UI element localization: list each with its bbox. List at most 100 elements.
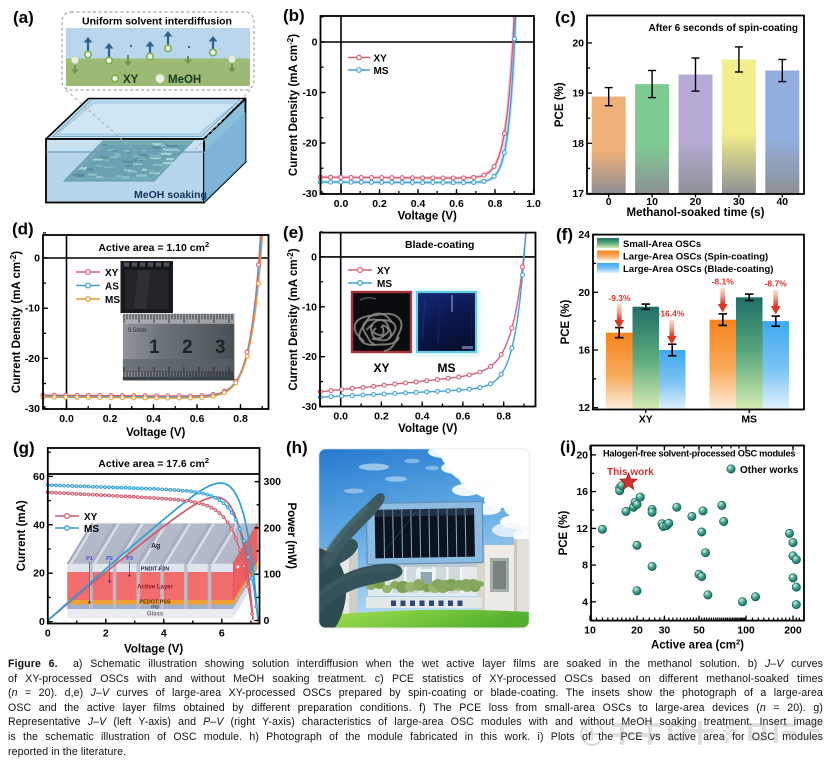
svg-text:Uniform solvent interdiffusion: Uniform solvent interdiffusion — [82, 16, 232, 28]
svg-text:(f): (f) — [556, 225, 573, 244]
svg-text:4: 4 — [582, 596, 588, 608]
svg-text:10: 10 — [646, 196, 658, 208]
svg-text:-20: -20 — [25, 353, 40, 365]
svg-text:Current (mA): Current (mA) — [16, 500, 28, 571]
svg-text:1: 1 — [149, 337, 160, 358]
svg-text:Voltage (V): Voltage (V) — [124, 644, 183, 656]
svg-text:-30: -30 — [302, 188, 317, 200]
svg-text:50: 50 — [693, 625, 705, 637]
svg-text:After 6 seconds of spin-coatin: After 6 seconds of spin-coating — [649, 23, 798, 34]
svg-text:Active area = 17.6 cm2: Active area = 17.6 cm2 — [98, 456, 209, 471]
svg-text:0.0: 0.0 — [334, 198, 349, 210]
svg-text:(g): (g) — [13, 439, 35, 458]
svg-text:MS: MS — [377, 279, 392, 290]
svg-text:20: 20 — [33, 568, 45, 580]
svg-text:XY: XY — [84, 512, 98, 523]
svg-text:Large-Area OSCs (Spin-coating): Large-Area OSCs (Spin-coating) — [623, 252, 768, 263]
svg-text:3: 3 — [215, 337, 226, 358]
svg-text:0.2: 0.2 — [374, 411, 389, 423]
svg-text:0.6: 0.6 — [456, 411, 471, 423]
svg-text:0: 0 — [264, 615, 270, 627]
svg-text:Ag: Ag — [151, 543, 160, 550]
svg-text:40: 40 — [33, 519, 45, 531]
svg-text:0.8: 0.8 — [233, 413, 248, 425]
svg-text:PCE (%): PCE (%) — [558, 511, 570, 556]
svg-text:PCE (%): PCE (%) — [560, 300, 572, 345]
svg-text:24: 24 — [578, 229, 590, 241]
svg-text:-30: -30 — [25, 403, 40, 415]
svg-text:MS: MS — [374, 66, 389, 77]
svg-text:XY: XY — [639, 414, 653, 426]
svg-text:XY: XY — [123, 74, 139, 86]
svg-text:P2: P2 — [106, 556, 113, 562]
svg-text:0.8: 0.8 — [488, 198, 503, 210]
svg-text:30: 30 — [733, 196, 745, 208]
svg-text:0.6: 0.6 — [190, 413, 205, 425]
svg-text:100: 100 — [264, 569, 282, 581]
svg-text:0: 0 — [606, 196, 612, 208]
svg-text:Power (mW): Power (mW) — [285, 503, 297, 570]
svg-text:MS: MS — [84, 524, 99, 535]
svg-text:2: 2 — [182, 337, 193, 358]
svg-text:-10: -10 — [25, 303, 40, 315]
svg-text:(c): (c) — [555, 8, 576, 27]
svg-text:-8.1%: -8.1% — [712, 277, 735, 287]
svg-text:P3: P3 — [126, 556, 133, 562]
svg-text:12: 12 — [578, 402, 590, 414]
svg-text:Current Density (mA cm-2): Current Density (mA cm-2) — [286, 248, 301, 390]
svg-text:0: 0 — [34, 253, 40, 265]
svg-text:(e): (e) — [283, 223, 304, 242]
svg-text:PCE (%): PCE (%) — [554, 82, 566, 127]
svg-text:0.4: 0.4 — [146, 413, 161, 425]
svg-text:MeOH: MeOH — [168, 74, 201, 86]
svg-text:0: 0 — [45, 628, 51, 640]
svg-text:-20: -20 — [302, 351, 317, 363]
svg-text:0: 0 — [311, 251, 317, 263]
svg-text:1.0: 1.0 — [526, 198, 541, 210]
svg-text:XY: XY — [374, 54, 388, 65]
svg-text:Active Layer: Active Layer — [137, 585, 173, 591]
svg-text:MS: MS — [105, 295, 120, 306]
svg-text:0.8: 0.8 — [496, 411, 511, 423]
svg-text:20: 20 — [576, 449, 588, 461]
svg-text:20: 20 — [690, 196, 702, 208]
svg-text:30: 30 — [659, 625, 671, 637]
svg-text:Voltage (V): Voltage (V) — [398, 211, 457, 223]
svg-text:-10: -10 — [302, 301, 317, 313]
svg-text:XY: XY — [377, 266, 391, 277]
svg-text:ITO: ITO — [151, 604, 159, 609]
svg-text:Other works: Other works — [740, 465, 799, 476]
svg-text:Blade-coating: Blade-coating — [405, 239, 474, 251]
svg-text:-30: -30 — [302, 401, 317, 413]
svg-text:(h): (h) — [286, 438, 308, 457]
svg-text:6: 6 — [219, 628, 225, 640]
svg-text:-8.7%: -8.7% — [765, 279, 788, 289]
svg-text:AS: AS — [105, 282, 119, 293]
svg-text:2: 2 — [103, 628, 109, 640]
svg-text:0.0: 0.0 — [333, 411, 348, 423]
svg-text:Current Density (mA cm-2): Current Density (mA cm-2) — [286, 34, 301, 176]
svg-text:PEDOT:PSS: PEDOT:PSS — [139, 599, 171, 605]
svg-text:Methanol-soaked time (s): Methanol-soaked time (s) — [626, 207, 764, 219]
svg-text:(d): (d) — [12, 220, 34, 239]
svg-text:0.4: 0.4 — [415, 411, 430, 423]
svg-text:Voltage (V): Voltage (V) — [398, 423, 457, 435]
svg-text:12: 12 — [576, 523, 588, 535]
svg-text:Current Density (mA cm-2): Current Density (mA cm-2) — [9, 251, 24, 393]
svg-text:0.4: 0.4 — [411, 198, 426, 210]
svg-text:100: 100 — [737, 625, 755, 637]
svg-text:60: 60 — [33, 471, 45, 483]
svg-text:10: 10 — [584, 625, 596, 637]
svg-text:Active area (cm2): Active area (cm2) — [651, 637, 744, 652]
svg-text:This work: This work — [607, 467, 654, 478]
svg-text:MeOH soaking: MeOH soaking — [134, 189, 207, 201]
svg-text:20: 20 — [572, 37, 584, 49]
svg-text:20: 20 — [578, 287, 590, 299]
svg-text:0.0: 0.0 — [59, 413, 74, 425]
svg-text:-20: -20 — [302, 138, 317, 150]
svg-text:Voltage (V): Voltage (V) — [126, 427, 185, 439]
svg-text:0.2: 0.2 — [372, 198, 387, 210]
svg-text:(b): (b) — [283, 6, 305, 25]
svg-text:MS: MS — [438, 361, 456, 375]
svg-text:0.5mm: 0.5mm — [128, 328, 146, 334]
